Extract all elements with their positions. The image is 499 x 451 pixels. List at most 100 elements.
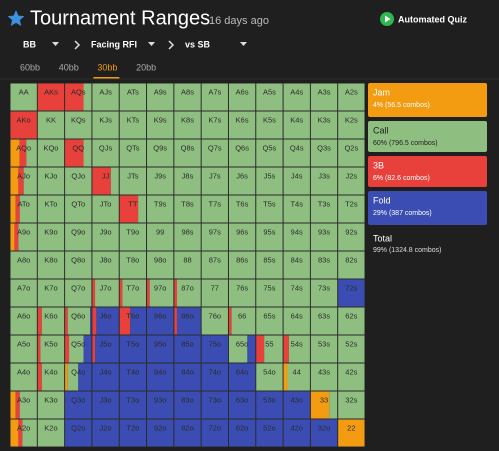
hand-label[interactable]: KJo [44,171,57,180]
hand-label[interactable]: 32o [318,423,331,432]
hand-label[interactable]: K8s [181,115,194,124]
hand-label[interactable]: 94s [291,227,303,236]
hand-label[interactable]: AJs [99,87,112,96]
hand-label[interactable]: A5o [17,339,30,348]
tab-active[interactable]: 30bb [97,62,117,72]
hand-label[interactable]: Q8o [71,255,85,264]
hand-label[interactable]: 74s [291,283,303,292]
legend-box[interactable] [368,156,487,187]
hand-label[interactable]: 65o [236,339,249,348]
hand-label[interactable]: 73s [318,283,330,292]
hand-label[interactable]: J7s [209,171,221,180]
hand-label[interactable]: QJo [71,171,85,180]
hand-label[interactable]: KQs [71,115,86,124]
hand-label[interactable]: Q7o [71,283,85,292]
hand-label[interactable]: 76o [209,311,222,320]
hand-label[interactable]: J8s [182,171,194,180]
hand-label[interactable]: 83o [181,395,194,404]
hand-label[interactable]: 53s [318,339,330,348]
hand-label[interactable]: T7s [209,199,222,208]
hand-label[interactable]: Q6s [235,143,249,152]
hand-label[interactable]: QJs [99,143,113,152]
hand-label[interactable]: A8s [181,87,194,96]
hand-label[interactable]: 54s [291,339,303,348]
hand-label[interactable]: 96s [236,227,248,236]
hand-label[interactable]: K6o [44,311,57,320]
tab[interactable]: 40bb [59,62,79,72]
hand-label[interactable]: A7s [208,87,221,96]
legend-box[interactable] [368,83,487,117]
hand-label[interactable]: J9s [154,171,166,180]
hand-label[interactable]: A5s [263,87,276,96]
hand-label[interactable]: QTo [71,199,85,208]
hand-label[interactable]: A4s [290,87,303,96]
hand-label[interactable]: QQ [72,143,84,152]
hand-label[interactable]: J4o [100,367,112,376]
hand-label[interactable]: T4s [290,199,303,208]
hand-label[interactable]: T3o [126,395,139,404]
hand-label[interactable]: JJ [102,171,110,180]
hand-label[interactable]: J7o [100,283,112,292]
hand-label[interactable]: KK [46,115,56,124]
hand-label[interactable]: K6s [236,115,249,124]
hand-label[interactable]: T7o [126,283,139,292]
hand-label[interactable]: 72s [345,283,357,292]
hand-label[interactable]: 72o [209,423,222,432]
filter-label[interactable]: vs SB [185,39,211,49]
hand-label[interactable]: 75s [263,283,275,292]
hand-label[interactable]: A8o [17,255,30,264]
legend-box[interactable] [368,121,487,152]
hand-label[interactable]: 86o [181,311,194,320]
dropdown-arrow[interactable] [52,42,59,46]
hand-label[interactable]: 92s [345,227,357,236]
hand-label[interactable]: K2s [345,115,358,124]
hand-label[interactable]: A4o [17,367,30,376]
hand-label[interactable]: T2o [126,423,139,432]
hand-label[interactable]: T5o [126,339,139,348]
tab[interactable]: 20bb [136,62,156,72]
hand-label[interactable]: 85o [181,339,194,348]
hand-label[interactable]: Q3o [71,395,85,404]
hand-label[interactable]: KTs [127,115,140,124]
hand-label[interactable]: 98o [154,255,167,264]
hand-label[interactable]: K3o [44,395,57,404]
dropdown-arrow[interactable] [148,42,155,46]
hand-label[interactable]: 65s [263,311,275,320]
hand-label[interactable]: Q7s [208,143,222,152]
hand-label[interactable]: K2o [44,423,57,432]
filter-label[interactable]: BB [23,39,36,49]
hand-label[interactable]: 93s [318,227,330,236]
hand-label[interactable]: A2o [17,423,30,432]
hand-label[interactable]: 42s [345,367,357,376]
hand-label[interactable]: J2o [100,423,112,432]
tab[interactable]: 60bb [20,62,40,72]
hand-label[interactable]: 85s [263,255,275,264]
hand-label[interactable]: JTo [100,199,112,208]
hand-label[interactable]: 75o [209,339,222,348]
hand-label[interactable]: T2s [345,199,358,208]
hand-label[interactable]: A6s [236,87,249,96]
hand-label[interactable]: 32s [345,395,357,404]
hand-label[interactable]: 22 [347,423,355,432]
hand-label[interactable]: 55 [265,339,273,348]
hand-label[interactable]: 82s [345,255,357,264]
hand-label[interactable]: 96o [154,311,167,320]
hand-label[interactable]: K9o [44,227,57,236]
hand-label[interactable]: 63o [236,395,249,404]
hand-label[interactable]: Q4o [71,367,85,376]
hand-label[interactable]: 97s [209,227,221,236]
hand-label[interactable]: K5s [263,115,276,124]
hand-label[interactable]: J6s [236,171,248,180]
hand-label[interactable]: 44 [293,367,301,376]
hand-label[interactable]: 54o [263,367,276,376]
hand-label[interactable]: TT [128,199,138,208]
hand-label[interactable]: A3o [17,395,30,404]
hand-label[interactable]: ATs [127,87,139,96]
hand-label[interactable]: 43o [290,395,303,404]
hand-label[interactable]: AKo [17,115,31,124]
hand-label[interactable]: A6o [17,311,30,320]
hand-label[interactable]: 76s [236,283,248,292]
hand-label[interactable]: 62o [236,423,249,432]
hand-label[interactable]: AA [19,87,29,96]
hand-label[interactable]: 94o [154,367,167,376]
